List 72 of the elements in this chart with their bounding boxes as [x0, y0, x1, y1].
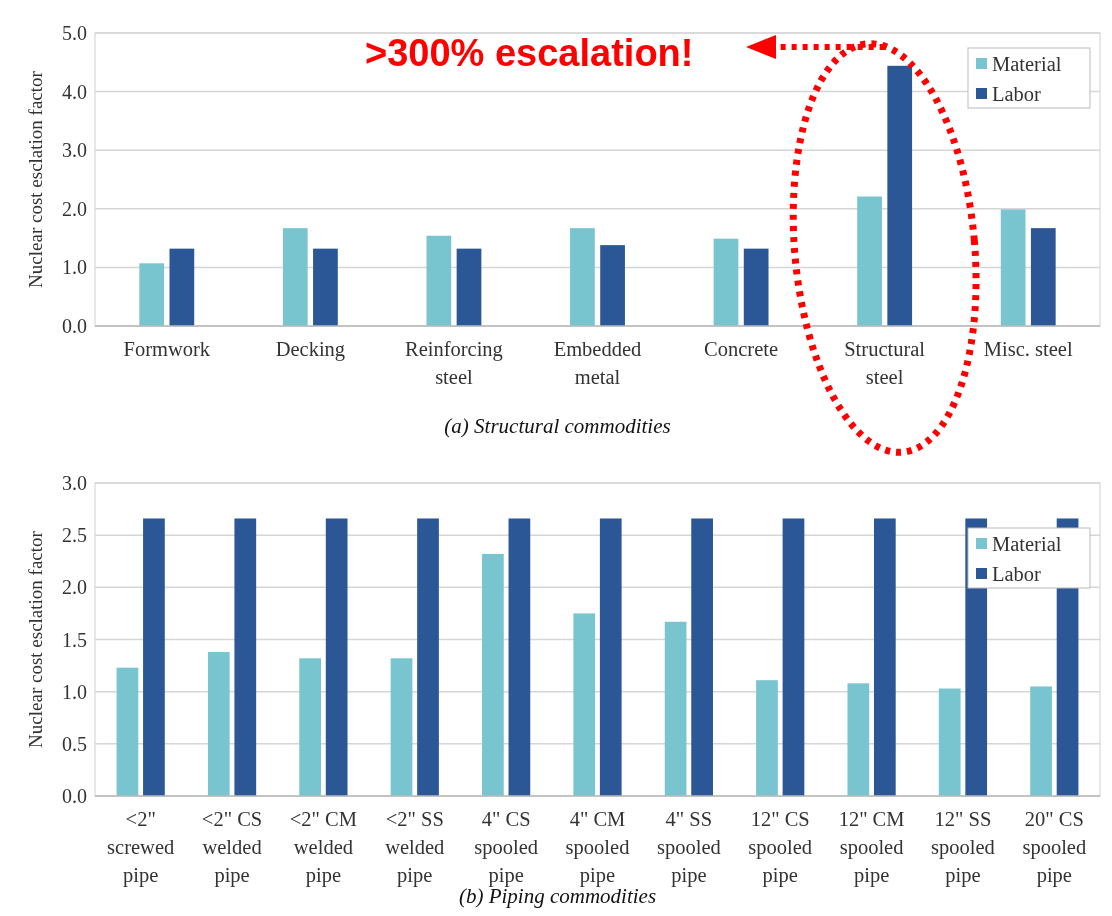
bar: [664, 621, 687, 796]
bar: [573, 613, 596, 796]
bar: [139, 263, 165, 326]
bar: [938, 688, 961, 796]
y-tick-label: 1.0: [62, 680, 87, 703]
bar: [600, 245, 625, 326]
bar: [743, 248, 769, 326]
y-axis-title: Nuclear cost esclation factor: [25, 530, 46, 748]
bar: [426, 235, 452, 326]
y-tick-label: 2.0: [62, 197, 87, 220]
bar: [847, 683, 870, 796]
bar: [282, 228, 308, 326]
x-tick-label: Formwork: [123, 338, 211, 360]
y-tick-label: 2.0: [62, 576, 87, 599]
bar: [313, 248, 338, 326]
y-tick-label: 1.5: [62, 628, 87, 651]
annotation: >300% escalation!: [365, 32, 694, 75]
y-tick-label: 5.0: [62, 22, 87, 44]
bar: [390, 658, 413, 796]
legend-label: Material: [992, 53, 1062, 76]
y-tick-label: 0.0: [62, 785, 87, 807]
bar: [570, 228, 595, 326]
y-tick-label: 0.5: [62, 732, 87, 755]
bar: [782, 518, 805, 796]
bar: [887, 65, 913, 326]
legend-label: Labor: [992, 83, 1042, 106]
x-tick-label: 4" CM spooled pipe: [565, 808, 630, 887]
y-tick-label: 3.0: [62, 472, 87, 494]
x-tick-label: 12" SS spooled pipe: [931, 808, 995, 887]
bar: [873, 518, 896, 796]
legend-label: Labor: [992, 563, 1042, 586]
x-tick-label: Decking: [275, 338, 346, 361]
bar: [1030, 228, 1056, 326]
y-tick-label: 3.0: [62, 139, 87, 162]
bar: [207, 652, 230, 796]
bar: [691, 518, 713, 796]
bar: [116, 667, 139, 796]
x-tick-label: 12" CS spooled pipe: [748, 808, 813, 887]
x-tick-label: 20" CS spooled pipe: [1022, 808, 1087, 887]
x-tick-label: Structural steel: [844, 338, 926, 388]
bar: [417, 518, 439, 796]
y-tick-label: 1.0: [62, 256, 87, 279]
bar: [143, 518, 165, 796]
bar: [599, 518, 622, 796]
y-axis-title: Nuclear cost esclation factor: [25, 70, 46, 288]
bar: [325, 518, 348, 796]
bar: [508, 518, 531, 796]
bar: [857, 196, 882, 326]
y-tick-label: 2.5: [62, 524, 87, 547]
bar: [756, 680, 778, 796]
x-tick-label: Concrete: [704, 338, 779, 360]
bar: [482, 553, 504, 796]
x-tick-label: <2" SS welded pipe: [385, 808, 445, 887]
bar: [169, 248, 195, 326]
x-tick-label: Reinforcing steel: [404, 338, 503, 388]
y-tick-label: 4.0: [62, 80, 87, 103]
x-tick-label: Embedded metal: [553, 338, 642, 388]
x-tick-label: <2" CS welded pipe: [201, 808, 263, 887]
bar: [234, 518, 257, 796]
bar: [1030, 686, 1052, 796]
x-tick-label: 12" CM spooled pipe: [838, 808, 905, 887]
x-tick-label: <2" CM welded pipe: [289, 808, 358, 887]
x-tick-label: 4" SS spooled pipe: [656, 808, 721, 887]
bar: [299, 658, 322, 796]
bar: [1000, 209, 1026, 326]
bar: [713, 238, 739, 326]
x-tick-label: <2" screwed pipe: [107, 808, 175, 887]
legend-label: Material: [992, 533, 1062, 556]
x-tick-label: Misc. steel: [983, 338, 1073, 360]
y-tick-label: 0.0: [62, 315, 87, 337]
bar: [456, 248, 482, 326]
text: (a) Structural commodities: [444, 414, 671, 438]
